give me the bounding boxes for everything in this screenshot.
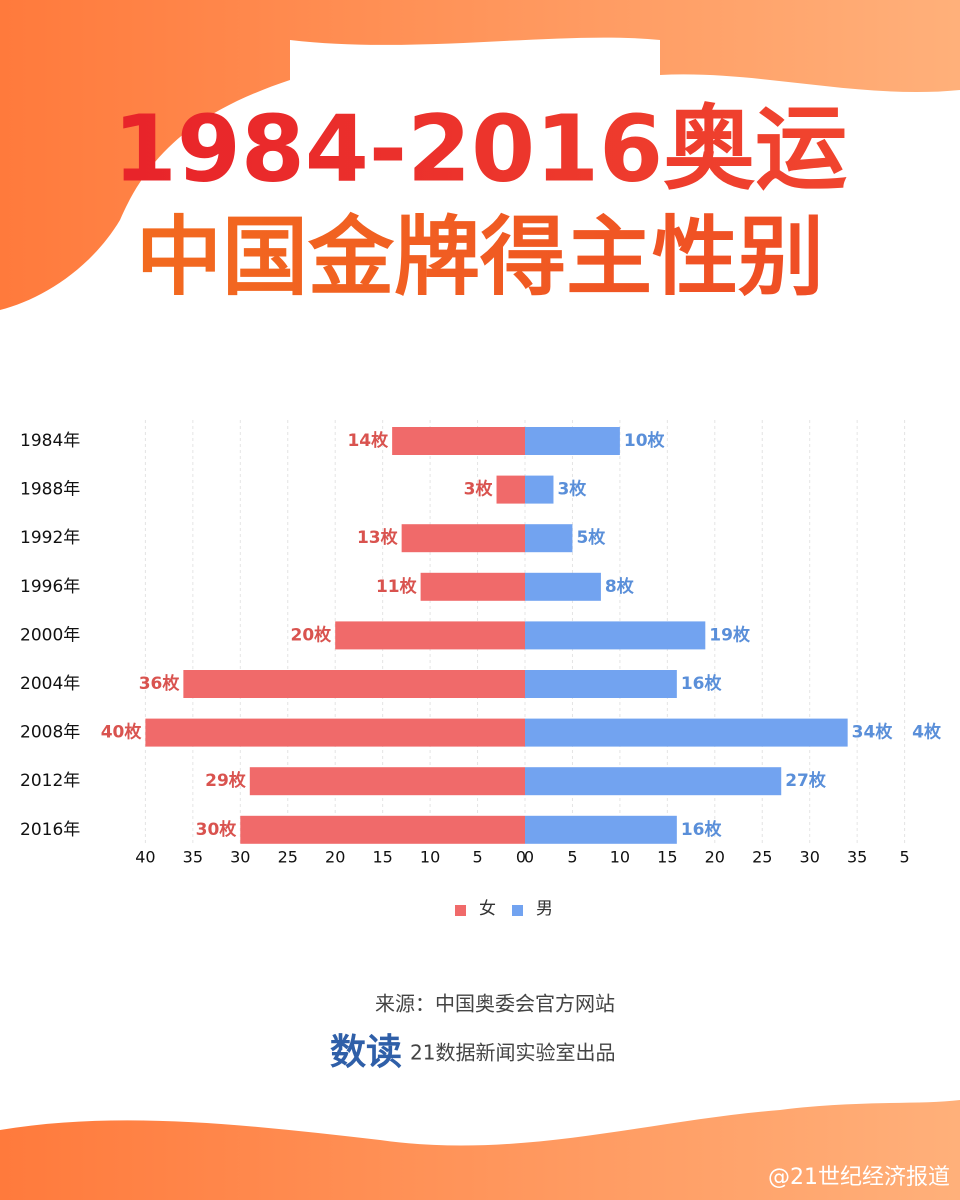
bar [496,475,525,504]
value-label: 34枚 [852,722,894,743]
y-tick-label: 2012年 [20,771,80,791]
source: 来源：中国奥委会官方网站 [375,992,615,1016]
bar [525,621,706,650]
x-tick-label: 25 [752,848,772,867]
bar [401,524,525,553]
value-label: 30枚 [196,819,238,840]
y-tick-label: 2016年 [20,820,80,840]
bar [392,427,525,455]
x-tick-label: 5 [472,848,482,867]
chart-subtitle: 中国金牌得主性别 [136,207,824,307]
y-tick-label: 1984年 [20,431,80,451]
legend-label: 女 [479,899,496,919]
y-tick-label: 1988年 [20,480,80,500]
bar [249,767,526,796]
value-label: 14枚 [347,430,389,451]
x-tick-label: 20 [705,848,725,867]
bar [525,670,677,698]
bar [525,572,601,601]
value-label: 3枚 [464,479,494,500]
x-tick-label: 40 [135,848,155,867]
y-tick-label: 2008年 [20,723,80,743]
x-tick-label: 15 [657,848,677,867]
x-tick-label: 5 [900,848,910,867]
top-decoration [0,0,960,310]
bar [335,621,525,650]
value-label: 5枚 [576,527,606,548]
bar [525,475,554,504]
y-tick-label: 2004年 [20,674,80,694]
bar [525,767,782,796]
value-label: 16枚 [681,673,723,694]
x-tick-label: 10 [610,848,630,867]
legend-swatch [512,905,523,916]
value-label: 8枚 [605,576,635,597]
x-tick-label: 35 [183,848,203,867]
credit: 21数据新闻实验室出品 [410,1041,615,1065]
bottom-decoration [0,1100,960,1200]
bar [420,572,525,601]
bar [145,718,525,747]
x-tick-label: 25 [278,848,298,867]
value-label: 3枚 [557,479,587,500]
value-label: 36枚 [139,673,181,694]
bar [183,670,526,698]
logo: 数读 [330,1032,402,1073]
value-label: 29枚 [205,770,247,791]
bar [525,427,620,455]
bar [525,815,677,844]
annotation: 4枚 [912,722,942,743]
legend-label: 男 [536,899,553,919]
y-tick-label: 2000年 [20,625,80,645]
chart-title: 1984-2016奥运 [113,95,847,202]
x-tick-label: 35 [847,848,867,867]
value-label: 13枚 [357,527,399,548]
value-label: 16枚 [681,819,723,840]
bar [525,524,573,553]
y-tick-label: 1996年 [20,577,80,597]
value-label: 10枚 [624,430,666,451]
x-tick-label: 30 [800,848,820,867]
y-tick-label: 1992年 [20,528,80,548]
x-tick-label: 10 [420,848,440,867]
x-tick-label: 5 [567,848,577,867]
x-tick-label: 20 [325,848,345,867]
bar [240,815,526,844]
x-tick-label: 0 [516,848,526,867]
x-tick-label: 30 [230,848,250,867]
bar [525,718,848,747]
plot: 40 35 30 25 20 15 10 5 00 5 10 15 20 25 30 35 5 1984年 14枚 1… [20,420,942,919]
x-tick-label: 15 [372,848,392,867]
value-label: 20枚 [291,624,333,645]
watermark: @21世纪经济报道 [768,1165,950,1190]
value-label: 11枚 [376,576,418,597]
legend-swatch [455,905,466,916]
value-label: 40枚 [101,722,143,743]
value-label: 27枚 [785,770,827,791]
value-label: 19枚 [709,624,751,645]
x-tick-label: 0 [524,848,534,867]
